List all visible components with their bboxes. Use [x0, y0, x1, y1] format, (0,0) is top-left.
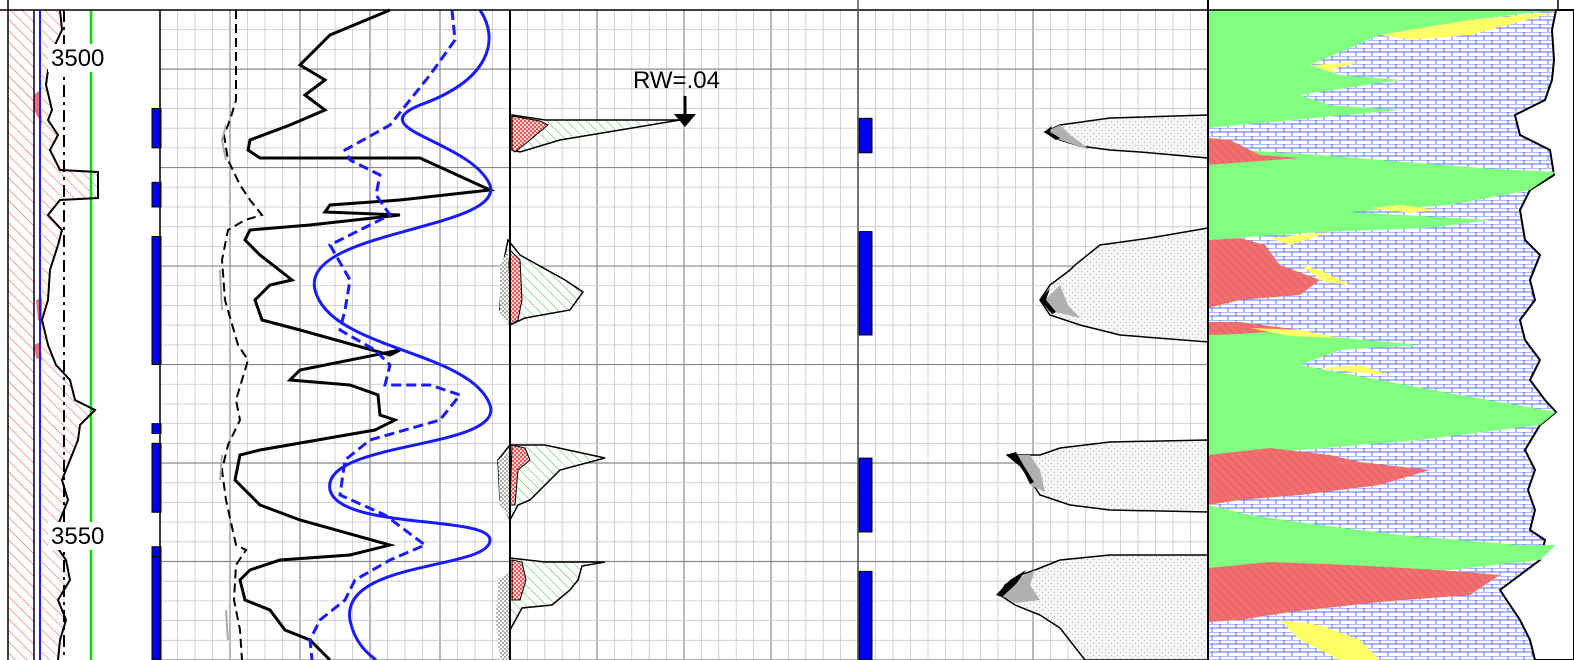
gamma-hatch-area: [8, 10, 34, 660]
lithology-green-4: [1208, 505, 1556, 570]
porosity-blob-4: [496, 557, 606, 660]
porosity-track: RW=.04: [496, 9, 859, 660]
volume-blob-4: [996, 554, 1209, 660]
shallow-resistivity-grey: [219, 124, 229, 641]
reservoir-flag-5: [151, 442, 162, 513]
lithology-green-1: [1208, 10, 1556, 128]
reservoir-flag-3: [151, 236, 162, 366]
lithology-green-2: [1208, 138, 1556, 240]
lithology-red-5: [1208, 562, 1500, 622]
volume-blob-2: [1039, 227, 1209, 343]
rw-arrow-head: [674, 114, 696, 127]
pay-flag-3: [858, 457, 873, 533]
pay-flag-1: [858, 117, 873, 154]
lithology-track: [1207, 0, 1574, 660]
porosity-blob-1: [511, 114, 681, 153]
volume-track: [857, 9, 1209, 660]
lithology-red-2: [1208, 238, 1320, 308]
medium-porosity-dashed: [308, 9, 463, 660]
rw-annotation: RW=.04: [633, 67, 720, 94]
porosity-blob-3: [497, 444, 606, 522]
volume-blob-1: [1043, 114, 1209, 159]
porosity-blob-2: [499, 238, 585, 326]
depth-label-3500: 3500: [51, 45, 104, 72]
lithology-green-3: [1208, 322, 1556, 455]
lithology-yellow-6: [1250, 328, 1340, 338]
lithology-yellow-7: [1320, 365, 1390, 375]
reservoir-flag-4: [151, 423, 162, 434]
depth-label-3550: 3550: [51, 523, 104, 550]
volume-blob-3: [1005, 439, 1209, 513]
lithology-yellow-2: [1310, 62, 1360, 75]
lithology-yellow-3: [1370, 205, 1440, 213]
reservoir-flag-1: [151, 107, 162, 149]
lithology-red-4: [1208, 448, 1430, 505]
lithology-right-boundary: [1498, 9, 1574, 660]
depth-track: 3500 3550: [8, 9, 160, 660]
shallow-resistivity-curve: [220, 10, 264, 660]
neutron-porosity-curve: [312, 9, 493, 660]
deep-resistivity-curve: [233, 8, 496, 660]
lithology-yellow-4: [1270, 232, 1330, 245]
lithology-yellow-5: [1300, 265, 1350, 285]
pay-flag-2: [858, 231, 873, 336]
lithology-red-1: [1208, 138, 1300, 165]
pay-flag-4: [858, 570, 873, 660]
lithology-yellow-8: [1280, 620, 1380, 660]
gamma-fill: [42, 10, 98, 660]
reservoir-flag-2: [151, 181, 162, 208]
lithology-yellow-1: [1380, 12, 1556, 40]
resistivity-track: [151, 8, 511, 660]
